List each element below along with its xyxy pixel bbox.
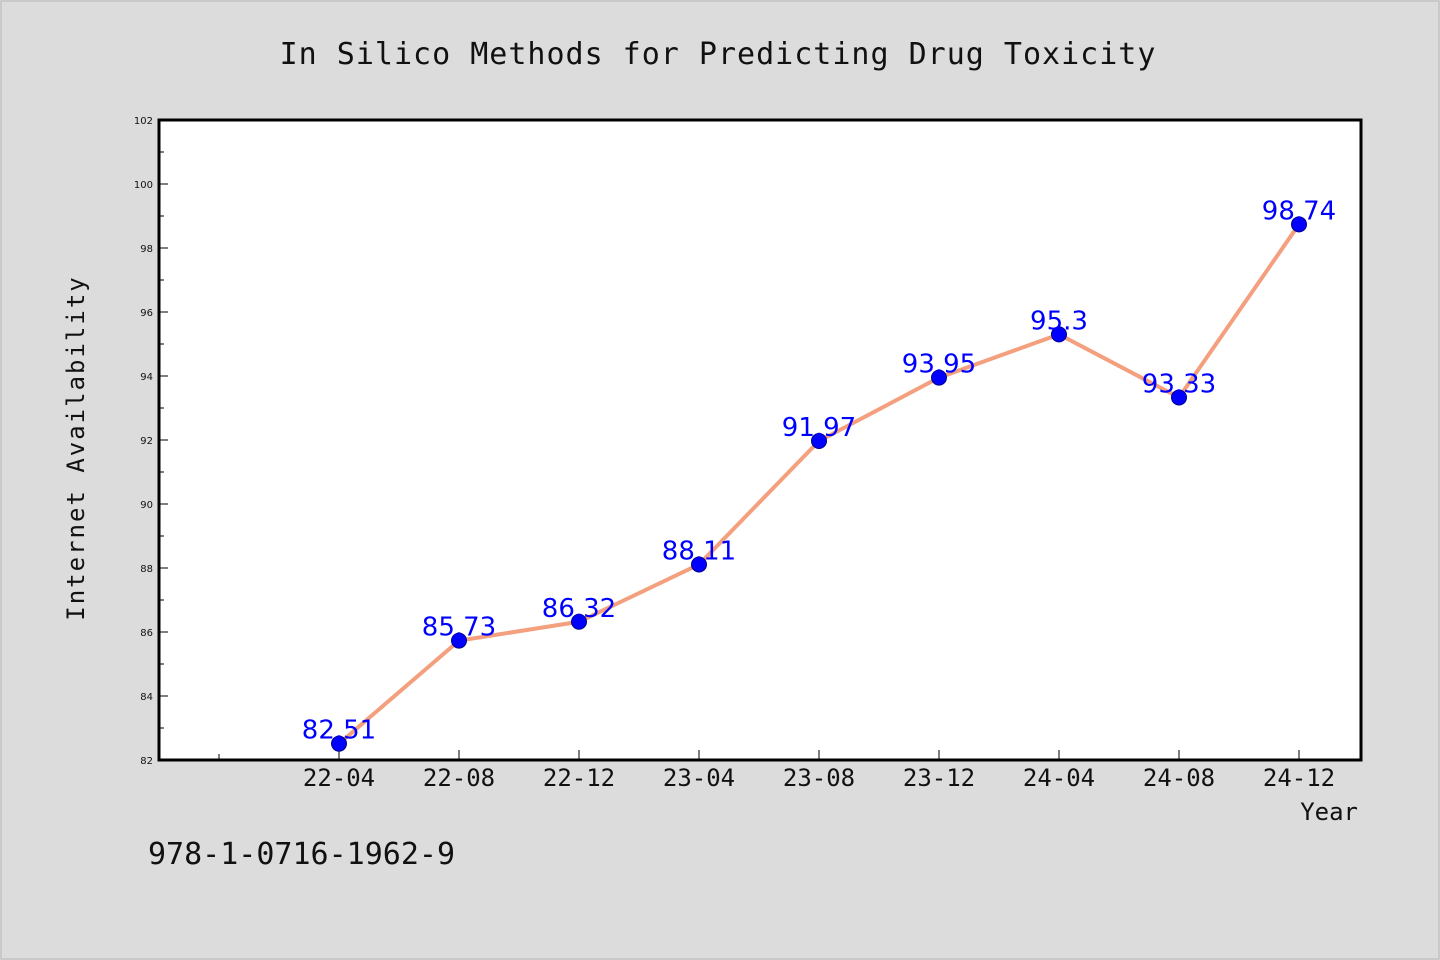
data-point xyxy=(1291,216,1307,233)
y-tick-label: 92 xyxy=(140,436,153,447)
y-tick-label: 90 xyxy=(140,500,153,511)
y-tick-label: 98 xyxy=(140,244,153,255)
y-tick-label: 94 xyxy=(140,372,153,383)
x-tick-label: 23-08 xyxy=(783,764,855,792)
data-label: 85.73 xyxy=(422,613,496,643)
series-layer: 82.51 85.73 86.32 88.11 91.97 93.95 95.3 93.33 9… xyxy=(302,196,1336,752)
data-label: 91.97 xyxy=(782,413,856,443)
y-tick-label: 88 xyxy=(140,564,153,575)
isbn-text: 978-1-0716-1962-9 xyxy=(148,837,455,872)
data-point xyxy=(1171,389,1187,406)
x-tick-label: 24-08 xyxy=(1143,764,1215,792)
data-point xyxy=(1051,326,1067,343)
plot-area xyxy=(157,118,1363,762)
x-tick-label: 23-12 xyxy=(903,764,975,792)
x-axis-ticks: 22-04 22-08 22-12 23-04 23-08 23-12 24-04 24-08… xyxy=(218,750,1335,792)
data-point xyxy=(811,432,827,449)
x-tick-label: 22-08 xyxy=(423,764,495,792)
data-label: 98.74 xyxy=(1262,196,1336,226)
y-tick-label: 86 xyxy=(140,628,153,639)
data-point xyxy=(931,369,947,386)
x-tick-label: 22-12 xyxy=(543,764,615,792)
data-label: 86.32 xyxy=(542,594,616,624)
y-axis-label: Internet Availability xyxy=(62,275,90,620)
data-label: 95.3 xyxy=(1030,306,1088,336)
y-tick-label: 84 xyxy=(140,692,153,703)
chart-title: In Silico Methods for Predicting Drug To… xyxy=(280,37,1157,72)
x-tick-label: 24-04 xyxy=(1023,764,1095,792)
data-point xyxy=(571,613,587,630)
data-label: 88.11 xyxy=(662,536,736,566)
x-tick-label: 22-04 xyxy=(303,764,375,792)
x-tick-label: 23-04 xyxy=(663,764,735,792)
data-point xyxy=(451,632,467,649)
data-point xyxy=(691,556,707,573)
y-tick-label: 82 xyxy=(140,756,153,767)
x-tick-label: 24-12 xyxy=(1263,764,1335,792)
data-label: 93.95 xyxy=(902,350,976,380)
data-point xyxy=(331,735,347,752)
y-tick-label: 100 xyxy=(134,180,153,191)
y-tick-label: 96 xyxy=(140,308,153,319)
data-label: 93.33 xyxy=(1142,369,1216,399)
data-label: 82.51 xyxy=(302,716,376,746)
y-tick-label: 102 xyxy=(134,116,153,127)
y-axis-ticks: 82 84 86 88 90 92 94 96 98 100 102 xyxy=(134,116,168,767)
x-axis-label: Year xyxy=(1300,798,1358,826)
